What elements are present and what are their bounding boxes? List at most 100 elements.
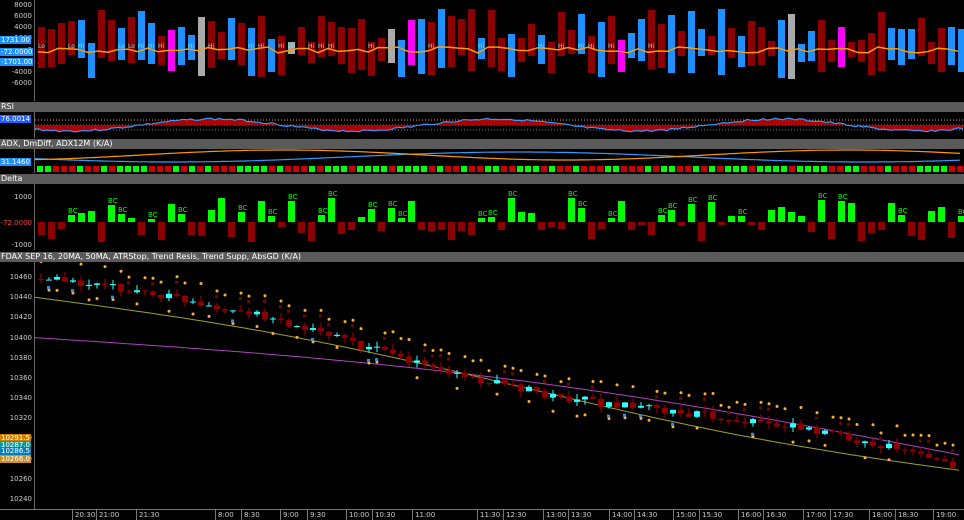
- time-separator: [763, 510, 764, 520]
- volume-hilo-label: Hi: [258, 43, 265, 50]
- volume-value-tag: -1701.00: [0, 58, 34, 66]
- adx-line: [34, 151, 961, 163]
- price-candle: [286, 320, 292, 327]
- delta-bar: [68, 215, 75, 222]
- time-label: 11:30: [480, 511, 501, 519]
- delta-bar: [828, 222, 835, 239]
- delta-bar: [658, 215, 665, 222]
- time-label: 11:00: [415, 511, 436, 519]
- price-candle: [814, 427, 820, 434]
- price-candle: [942, 458, 948, 462]
- price-candle: [446, 369, 452, 374]
- adx-dmdiff-bar: [877, 166, 883, 172]
- price-trend-marker: [215, 295, 218, 299]
- adx-dmdiff-bar: [373, 166, 379, 172]
- price-atr-stop-dot: [95, 297, 99, 301]
- time-separator: [830, 510, 831, 520]
- price-atr-stop-dot: [831, 415, 835, 419]
- time-separator: [280, 510, 281, 520]
- time-separator: [412, 510, 413, 520]
- price-atr-stop-dot: [623, 416, 627, 420]
- volume-bar: [758, 27, 765, 65]
- delta-bc-label: BC: [668, 202, 678, 210]
- adx-dmdiff-bar: [109, 166, 115, 172]
- price-candle: [350, 337, 356, 341]
- volume-bar: [158, 36, 165, 65]
- volume-hilo-label: Lo: [288, 43, 295, 50]
- delta-bar: [288, 201, 295, 222]
- delta-bc-label: BC: [478, 210, 488, 218]
- price-atr-stop-dot: [799, 406, 803, 410]
- delta-bc-label: BC: [898, 207, 908, 215]
- price-tag-ma: 10287.0: [0, 441, 31, 449]
- price-trend-marker: [71, 289, 74, 293]
- delta-bar: [818, 200, 825, 222]
- adx-dmdiff-bar: [765, 166, 771, 172]
- price-candle: [710, 411, 716, 419]
- price-atr-stop-dot: [415, 376, 419, 380]
- delta-bar: [668, 210, 675, 222]
- price-atr-stop-dot: [951, 443, 955, 447]
- price-tick: 10400: [9, 333, 32, 342]
- delta-bar: [478, 218, 485, 222]
- price-atr-stop-dot: [495, 392, 499, 396]
- time-separator: [869, 510, 870, 520]
- adx-dmdiff-bar: [885, 166, 891, 172]
- adx-dmdiff-bar: [69, 166, 75, 172]
- volume-bar: [588, 36, 595, 73]
- rsi-line: [34, 117, 964, 133]
- time-separator: [307, 510, 308, 520]
- adx-dmdiff-bar: [149, 166, 155, 172]
- price-plot: [34, 262, 960, 471]
- price-atr-stop-dot: [431, 349, 435, 353]
- adx-dmdiff-bar: [141, 166, 147, 172]
- volume-bar: [448, 16, 455, 67]
- price-candle: [206, 305, 212, 307]
- adx-dmdiff-bar: [645, 166, 651, 172]
- volume-bar: [488, 10, 495, 67]
- delta-bar: [638, 222, 645, 225]
- price-candle: [630, 402, 636, 408]
- price-trend-marker: [319, 314, 322, 318]
- delta-bar: [868, 222, 875, 233]
- delta-bar: [948, 222, 955, 238]
- time-label: 15:30: [702, 511, 723, 519]
- volume-bar: [188, 35, 195, 60]
- price-atr-stop-dot: [855, 423, 859, 427]
- adx-dmdiff-bar: [941, 166, 947, 172]
- delta-bar: [158, 222, 165, 240]
- time-separator: [738, 510, 739, 520]
- price-atr-stop-dot: [943, 441, 947, 445]
- price-candle: [62, 277, 68, 282]
- delta-bar: [458, 222, 465, 231]
- adx-dmdiff-bar: [837, 166, 843, 172]
- price-atr-stop-dot: [703, 392, 707, 396]
- volume-hilo-label: Hi: [248, 43, 255, 50]
- price-atr-stop-dot: [847, 417, 851, 421]
- volume-bar: [138, 11, 145, 60]
- delta-bar: [768, 210, 775, 222]
- adx-dmdiff-bar: [397, 166, 403, 172]
- adx-dmdiff-bar: [925, 166, 931, 172]
- adx-dmdiff-bar: [93, 166, 99, 172]
- volume-bar: [428, 22, 435, 75]
- price-trend-marker: [671, 422, 674, 426]
- time-separator: [803, 510, 804, 520]
- price-atr-stop-dot: [935, 443, 939, 447]
- price-atr-stop-dot: [575, 414, 579, 418]
- price-candle: [782, 426, 788, 428]
- volume-bar: [618, 40, 625, 72]
- delta-bar: [568, 198, 575, 222]
- delta-bc-label: BC: [818, 192, 828, 200]
- delta-bar: [258, 201, 265, 222]
- price-atr-stop-dot: [463, 355, 467, 359]
- delta-header: Delta: [0, 174, 964, 184]
- time-separator: [72, 510, 73, 520]
- price-atr-stop-dot: [895, 424, 899, 428]
- price-candle: [502, 380, 508, 385]
- price-atr-stop-dot: [887, 458, 891, 462]
- price-atr-stop-dot: [559, 380, 563, 384]
- volume-hilo-label: Hi: [368, 43, 375, 50]
- time-separator: [477, 510, 478, 520]
